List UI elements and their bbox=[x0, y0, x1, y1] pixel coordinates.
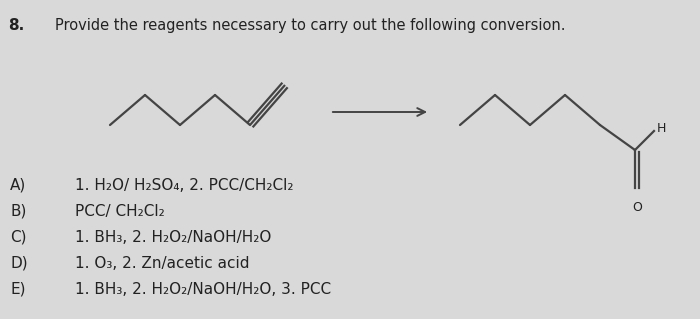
Text: Provide the reagents necessary to carry out the following conversion.: Provide the reagents necessary to carry … bbox=[55, 18, 566, 33]
Text: E): E) bbox=[10, 282, 25, 297]
Text: 1. O₃, 2. Zn/acetic acid: 1. O₃, 2. Zn/acetic acid bbox=[75, 256, 249, 271]
Text: H: H bbox=[657, 122, 666, 135]
Text: 1. H₂O/ H₂SO₄, 2. PCC/CH₂Cl₂: 1. H₂O/ H₂SO₄, 2. PCC/CH₂Cl₂ bbox=[75, 178, 293, 193]
Text: D): D) bbox=[10, 256, 27, 271]
Text: B): B) bbox=[10, 204, 27, 219]
Text: C): C) bbox=[10, 230, 27, 245]
Text: PCC/ CH₂Cl₂: PCC/ CH₂Cl₂ bbox=[75, 204, 164, 219]
Text: A): A) bbox=[10, 178, 27, 193]
Text: 1. BH₃, 2. H₂O₂/NaOH/H₂O: 1. BH₃, 2. H₂O₂/NaOH/H₂O bbox=[75, 230, 272, 245]
Text: 8.: 8. bbox=[8, 18, 25, 33]
Text: O: O bbox=[632, 201, 642, 214]
Text: 1. BH₃, 2. H₂O₂/NaOH/H₂O, 3. PCC: 1. BH₃, 2. H₂O₂/NaOH/H₂O, 3. PCC bbox=[75, 282, 331, 297]
